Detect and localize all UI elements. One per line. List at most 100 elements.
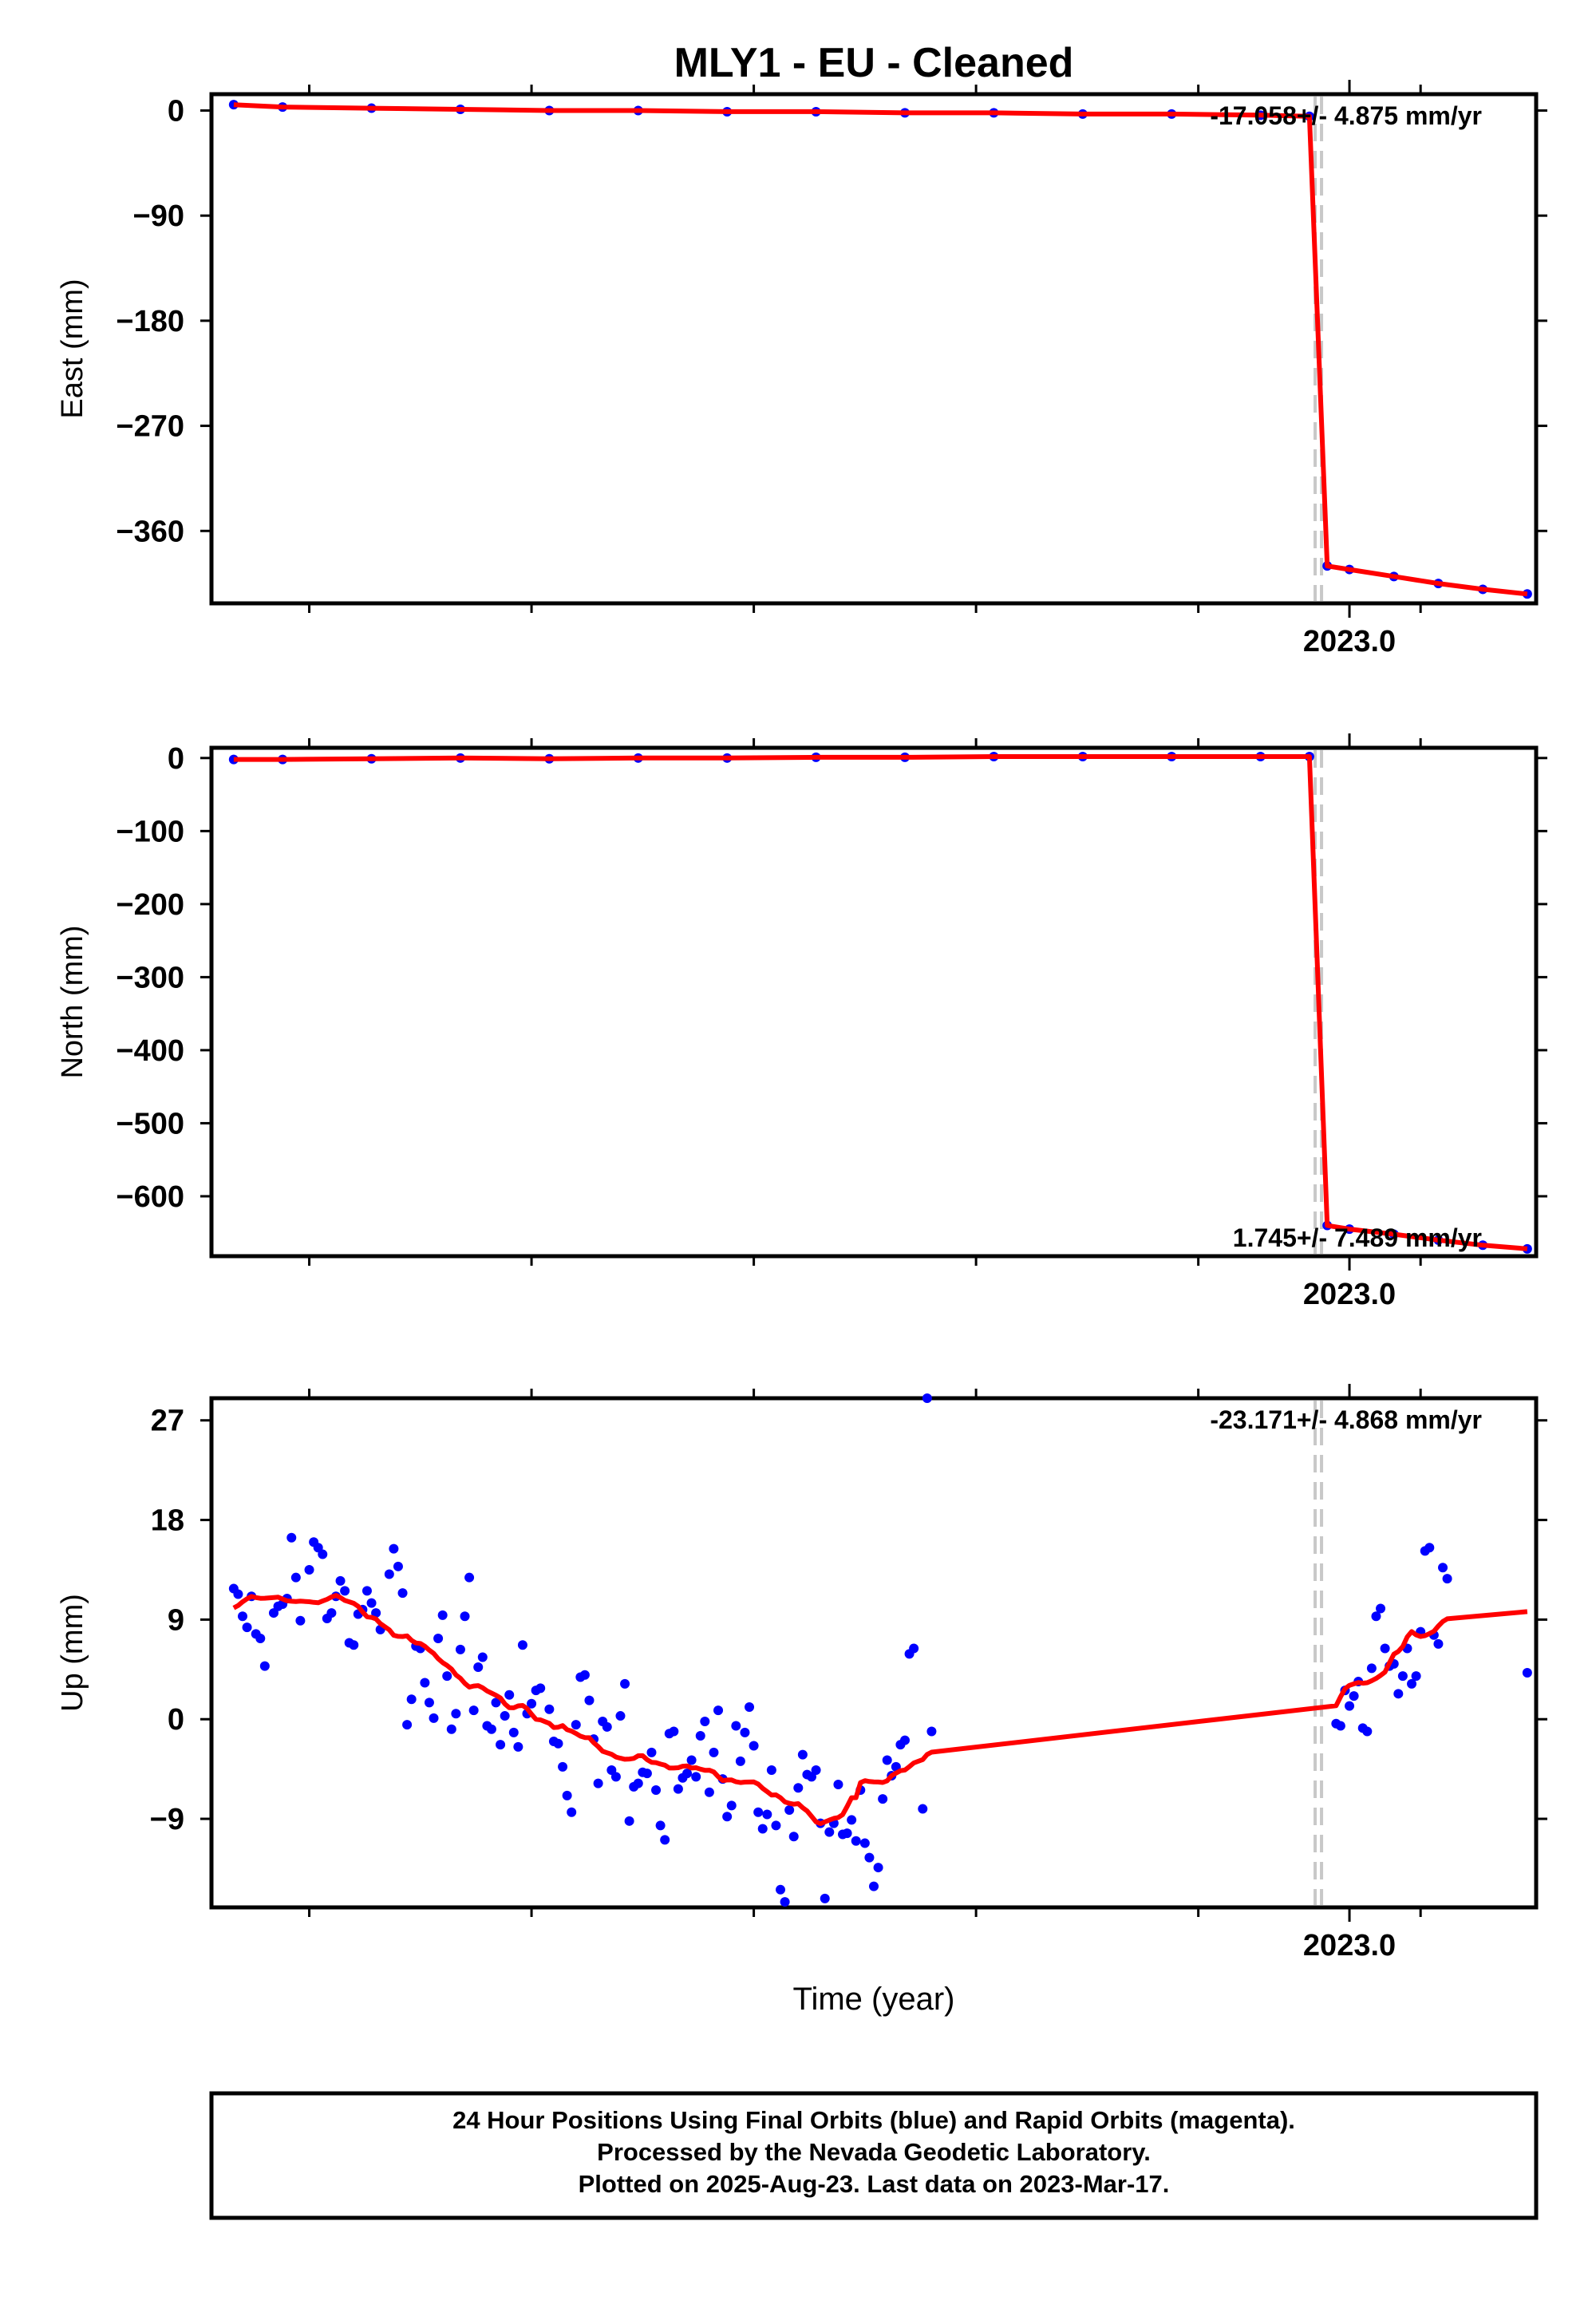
data-point <box>1362 1726 1373 1737</box>
data-point <box>776 1884 786 1895</box>
data-point <box>824 1827 835 1837</box>
data-point <box>1380 1643 1390 1654</box>
chart-title: MLY1 - EU - Cleaned <box>674 40 1074 86</box>
data-point <box>361 1586 372 1596</box>
y-tick-label: −400 <box>116 1034 184 1068</box>
model-curve <box>232 1593 1528 1827</box>
data-point <box>833 1780 843 1790</box>
x-axis-label: Time (year) <box>793 1982 955 2017</box>
data-point <box>1393 1689 1404 1699</box>
data-point <box>442 1671 452 1682</box>
data-point <box>899 1735 910 1745</box>
data-point <box>424 1697 434 1708</box>
data-point <box>610 1772 621 1782</box>
data-point <box>451 1709 461 1719</box>
rate-label: 1.745+/- 7.489 mm/yr <box>1233 1223 1482 1252</box>
y-tick-label: −100 <box>116 815 184 848</box>
data-point <box>562 1790 572 1800</box>
data-point <box>847 1815 857 1825</box>
data-point <box>686 1755 697 1765</box>
data-point <box>290 1572 301 1583</box>
data-point <box>784 1804 795 1815</box>
data-point <box>242 1622 252 1633</box>
data-point <box>553 1738 563 1749</box>
y-tick-label: −600 <box>116 1180 184 1214</box>
data-point <box>722 1812 733 1822</box>
plot-frame <box>209 92 1539 606</box>
model-curve <box>233 102 1528 597</box>
data-point <box>468 1705 479 1716</box>
data-point <box>926 1726 937 1737</box>
data-point <box>1376 1603 1386 1614</box>
data-point <box>455 1644 465 1654</box>
data-point <box>259 1661 270 1671</box>
data-point <box>918 1804 928 1814</box>
data-point <box>473 1662 484 1673</box>
data-point <box>909 1643 919 1654</box>
data-point <box>749 1741 759 1751</box>
panel-up: 27 18 9 0 −9 2023.0 Up (mm) -23.171+/- 4.868 mm… <box>56 1384 1547 1962</box>
data-point <box>393 1561 403 1571</box>
y-tick-label: −500 <box>116 1107 184 1140</box>
y-axis-label: North (mm) <box>56 925 89 1078</box>
data-point <box>878 1794 888 1804</box>
data-point <box>517 1640 527 1650</box>
data-point <box>237 1611 247 1622</box>
data-point <box>673 1784 683 1794</box>
data-point <box>318 1549 328 1559</box>
footer-line-3: Plotted on 2025-Aug-23. Last data on 202… <box>579 2170 1170 2198</box>
data-point <box>602 1721 612 1732</box>
data-point <box>642 1769 652 1779</box>
data-point <box>651 1784 662 1795</box>
y-tick-label: −180 <box>116 305 184 338</box>
data-point <box>726 1800 737 1811</box>
data-point <box>1438 1563 1448 1573</box>
data-point <box>864 1852 875 1863</box>
data-point <box>1411 1671 1421 1682</box>
data-point <box>762 1809 772 1820</box>
data-point <box>780 1897 790 1907</box>
data-point <box>669 1726 679 1737</box>
data-point <box>571 1720 581 1730</box>
data-point <box>1442 1574 1452 1584</box>
rate-label: -23.171+/- 4.868 mm/yr <box>1210 1405 1482 1434</box>
data-point <box>389 1543 399 1554</box>
data-point <box>433 1633 444 1643</box>
data-point <box>504 1690 515 1700</box>
data-point <box>496 1740 506 1750</box>
data-point <box>544 1704 555 1714</box>
data-point <box>745 1701 755 1712</box>
data-point <box>704 1787 714 1797</box>
data-point <box>255 1633 266 1643</box>
x-tick-label: 2023.0 <box>1303 1929 1396 1962</box>
plot-frame <box>209 1396 1539 1910</box>
data-point <box>735 1756 745 1766</box>
data-point <box>771 1820 781 1831</box>
data-point <box>624 1816 634 1826</box>
data-point <box>593 1778 603 1788</box>
data-point <box>460 1611 470 1622</box>
data-point <box>371 1608 381 1618</box>
data-point <box>233 1589 243 1599</box>
data-point <box>1424 1543 1435 1553</box>
y-tick-label: 18 <box>151 1504 184 1538</box>
data-point <box>513 1741 523 1752</box>
data-point <box>797 1749 808 1760</box>
x-tick-label: 2023.0 <box>1303 625 1396 658</box>
data-point <box>366 1598 377 1608</box>
data-point <box>811 1765 821 1776</box>
data-point <box>335 1575 346 1586</box>
data-point <box>1345 1701 1355 1711</box>
data-point <box>326 1608 337 1618</box>
footer-line-2: Processed by the Nevada Geodetic Laborat… <box>597 2138 1151 2166</box>
data-point <box>753 1807 764 1817</box>
y-tick-label: 0 <box>168 94 184 128</box>
data-point <box>922 1393 932 1403</box>
data-point <box>709 1747 719 1757</box>
y-tick-label: −270 <box>116 410 184 444</box>
data-point <box>558 1761 568 1772</box>
panel-east: 0 −90 −180 −270 −360 2023.0 East (mm) -17.058+/… <box>56 80 1547 658</box>
data-point <box>713 1705 724 1716</box>
data-point <box>295 1615 306 1626</box>
data-point <box>1366 1663 1377 1674</box>
